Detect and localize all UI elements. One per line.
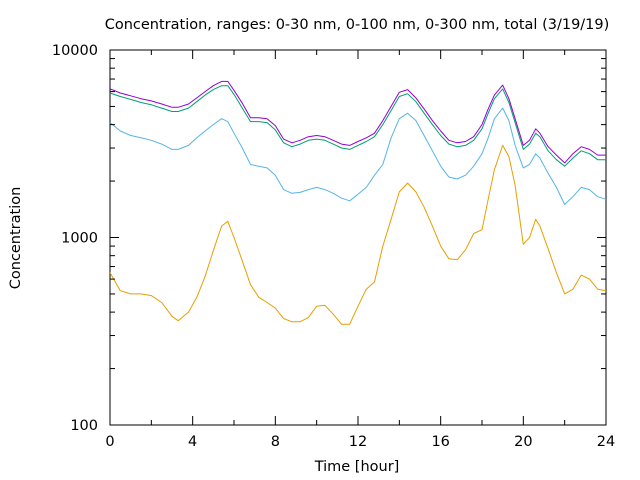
x-tick-label: 0 <box>105 434 114 450</box>
y-tick-label: 10000 <box>52 43 98 59</box>
series-line-2 <box>109 107 607 205</box>
plot-frame <box>109 49 607 426</box>
x-tick-label: 4 <box>188 434 197 450</box>
series-line-3 <box>109 85 606 167</box>
x-tick-label: 24 <box>597 434 615 450</box>
series-line-4 <box>109 80 606 164</box>
series-layer <box>109 80 607 325</box>
x-tick-label: 8 <box>271 434 280 450</box>
plot-area <box>109 49 607 426</box>
y-axis-label: Concentration <box>8 187 24 290</box>
chart-title: Concentration, ranges: 0-30 nm, 0-100 nm… <box>105 17 610 33</box>
y-axis-ticks: 100 1000 10000 <box>52 43 606 434</box>
x-tick-label: 16 <box>431 434 449 450</box>
x-tick-label: 20 <box>514 434 532 450</box>
x-axis-label: Time [hour] <box>314 459 400 475</box>
y-tick-label: 100 <box>70 418 98 434</box>
x-tick-label: 12 <box>349 434 367 450</box>
series-line-1 <box>109 144 607 325</box>
x-axis-ticks: 0 4 8 12 16 20 24 <box>105 50 615 450</box>
y-tick-label: 1000 <box>61 231 98 247</box>
